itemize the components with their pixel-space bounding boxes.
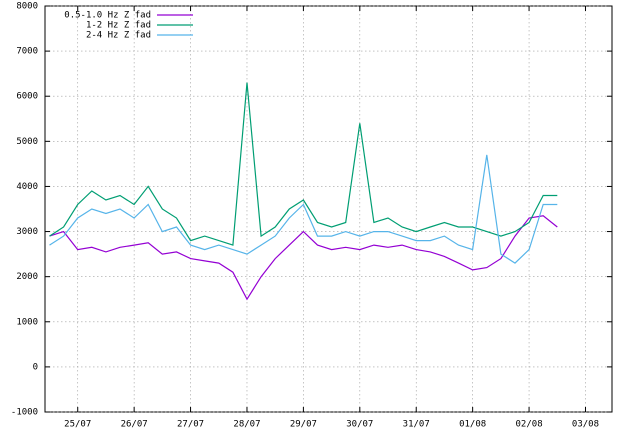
data-line: [49, 154, 558, 264]
x-tick-label: 29/07: [290, 420, 317, 430]
x-tick-label: 02/08: [516, 420, 543, 430]
y-tick-label: 2000: [16, 272, 38, 282]
y-tick-label: 1000: [16, 317, 38, 327]
legend-label: 0.5-1.0 Hz Z fad: [64, 11, 151, 21]
x-tick-label: 30/07: [346, 420, 373, 430]
legend-label: 2-4 Hz Z fad: [86, 31, 151, 41]
legend-label: 1-2 Hz Z fad: [86, 21, 151, 31]
y-tick-label: -1000: [11, 408, 38, 418]
y-tick-label: 8000: [16, 2, 38, 12]
x-tick-label: 31/07: [403, 420, 430, 430]
data-line: [49, 215, 558, 301]
x-tick-label: 03/08: [572, 420, 599, 430]
y-tick-label: 6000: [16, 92, 38, 102]
x-tick-label: 26/07: [121, 420, 148, 430]
y-tick-label: 7000: [16, 47, 38, 57]
x-tick-label: 28/07: [233, 420, 260, 430]
y-tick-label: 5000: [16, 137, 38, 147]
x-tick-label: 01/08: [459, 420, 486, 430]
y-tick-label: 4000: [16, 182, 38, 192]
x-tick-label: 27/07: [177, 420, 204, 430]
x-tick-label: 25/07: [64, 420, 91, 430]
y-tick-label: 3000: [16, 227, 38, 237]
data-line: [49, 82, 558, 246]
plot-frame: [44, 5, 613, 413]
y-tick-label: 0: [33, 362, 38, 372]
